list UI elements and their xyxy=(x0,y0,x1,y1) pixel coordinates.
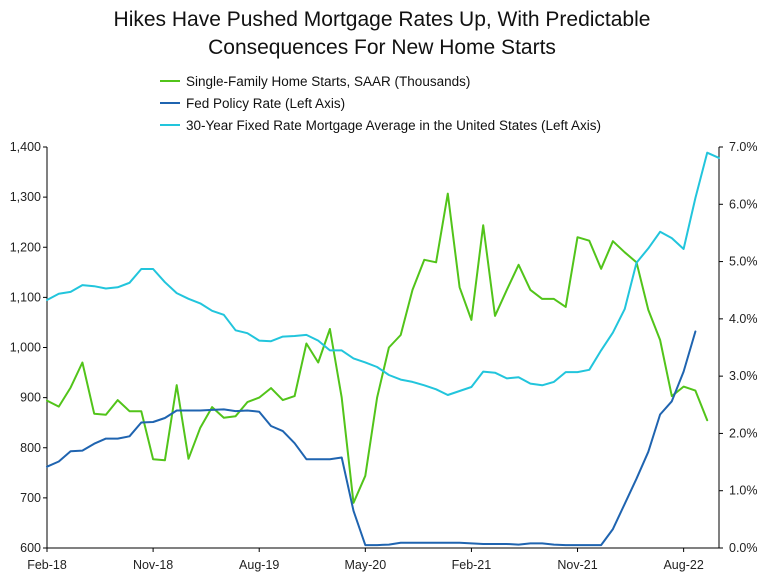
x-axis-tick-label: Feb-21 xyxy=(452,558,492,572)
left-axis-tick-label: 700 xyxy=(20,491,41,505)
chart-title: Hikes Have Pushed Mortgage Rates Up, Wit… xyxy=(0,6,764,62)
left-axis-tick-label: 1,300 xyxy=(10,190,41,204)
chart-series-lines xyxy=(46,151,720,547)
right-axis-tick-label: 7.0% xyxy=(729,140,758,154)
chart-axes xyxy=(43,146,723,552)
legend-swatch-mortgage-rate xyxy=(160,124,180,126)
right-axis-tick-label: 0.0% xyxy=(729,541,758,555)
x-axis-tick-label: May-20 xyxy=(344,558,386,572)
x-axis-tick-label: Aug-19 xyxy=(239,558,279,572)
legend-item-home-starts: Single-Family Home Starts, SAAR (Thousan… xyxy=(160,70,601,92)
chart-legend: Single-Family Home Starts, SAAR (Thousan… xyxy=(160,70,601,136)
left-axis-tick-label: 800 xyxy=(20,441,41,455)
chart-title-line-1: Hikes Have Pushed Mortgage Rates Up, Wit… xyxy=(113,8,651,31)
legend-label-home-starts: Single-Family Home Starts, SAAR (Thousan… xyxy=(186,73,471,89)
right-axis-tick-label: 6.0% xyxy=(729,197,758,211)
legend-swatch-fed-rate xyxy=(160,102,180,104)
legend-item-mortgage-rate: 30-Year Fixed Rate Mortgage Average in t… xyxy=(160,114,601,136)
left-axis-tick-label: 1,200 xyxy=(10,240,41,254)
x-axis-tick-label: Feb-18 xyxy=(27,558,67,572)
right-axis-tick-label: 4.0% xyxy=(729,312,758,326)
x-axis-tick-label: Nov-18 xyxy=(133,558,173,572)
right-axis-tick-label: 5.0% xyxy=(729,255,758,269)
legend-label-fed-rate: Fed Policy Rate (Left Axis) xyxy=(186,95,346,111)
chart-tick-labels: 600 700 800 900 1,000 1,100 1,200 1,300 1,400 0.0… xyxy=(10,140,758,572)
legend-item-fed-rate: Fed Policy Rate (Left Axis) xyxy=(160,92,601,114)
left-axis-tick-label: 900 xyxy=(20,391,41,405)
left-axis-tick-label: 1,100 xyxy=(10,290,41,304)
series-line-home-starts xyxy=(46,192,709,504)
x-axis-tick-label: Nov-21 xyxy=(557,558,597,572)
x-axis-tick-label: Aug-22 xyxy=(663,558,703,572)
legend-swatch-home-starts xyxy=(160,80,180,82)
left-axis-tick-label: 1,000 xyxy=(10,341,41,355)
right-axis-tick-label: 1.0% xyxy=(729,484,758,498)
chart-title-line-2: Consequences For New Home Starts xyxy=(208,36,556,59)
series-line-mortgage-rate xyxy=(46,151,720,396)
right-axis-tick-label: 3.0% xyxy=(729,369,758,383)
left-axis-tick-label: 1,400 xyxy=(10,140,41,154)
left-axis-tick-label: 600 xyxy=(20,541,41,555)
right-axis-tick-label: 2.0% xyxy=(729,426,758,440)
legend-label-mortgage-rate: 30-Year Fixed Rate Mortgage Average in t… xyxy=(186,117,601,133)
series-line-fed-rate xyxy=(46,330,697,547)
